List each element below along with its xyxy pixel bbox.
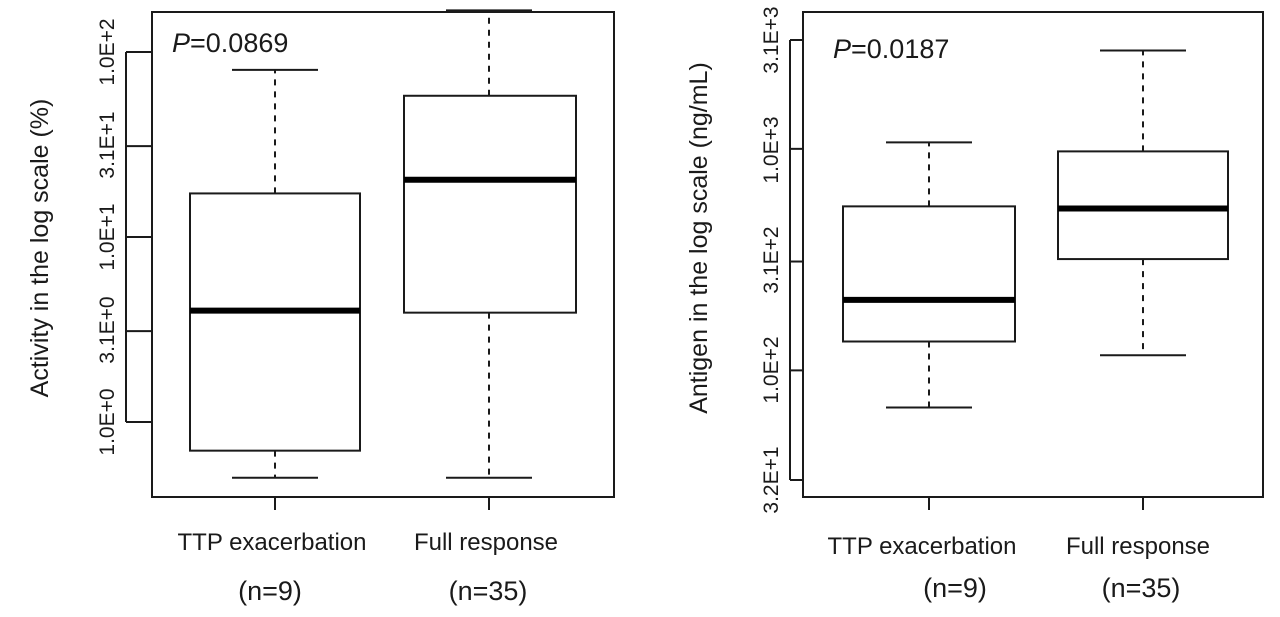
box-full-response [1057, 49, 1229, 357]
iqr-box [1057, 150, 1229, 261]
iqr-box [842, 205, 1016, 343]
p-value-annotation: P=0.0187 [833, 34, 949, 64]
plot-frame [802, 11, 1264, 498]
y-tick-label: 3.1E+0 [96, 296, 119, 363]
sample-size-label: (n=35) [449, 576, 528, 606]
y-tick-label: 1.0E+2 [760, 336, 783, 403]
p-letter: P [833, 34, 851, 64]
iqr-box [403, 94, 577, 314]
y-tick-label: 3.1E+2 [760, 226, 783, 293]
box-full-response [403, 9, 577, 479]
y-tick-label: 3.2E+1 [760, 446, 783, 513]
sample-size-label: (n=9) [238, 576, 302, 606]
box-ttp-exacerbation [842, 141, 1016, 409]
p-value: =0.0187 [851, 34, 949, 64]
x-category-label: TTP exacerbation [178, 529, 367, 556]
x-category-label: Full response [414, 529, 558, 556]
y-axis-label: Activity in the log scale (%) [26, 99, 54, 398]
y-tick-label: 1.0E+2 [96, 18, 119, 85]
activity-boxplot-panel: 1.0E+0 3.1E+0 1.0E+1 3.1E+1 1.0E+2 Activ… [26, 9, 615, 606]
p-value-annotation: P=0.0869 [172, 28, 288, 58]
x-category-label: TTP exacerbation [828, 533, 1017, 560]
antigen-boxplot-panel: 3.2E+1 1.0E+2 3.1E+2 1.0E+3 3.1E+3 Antig… [685, 6, 1264, 603]
sample-size-label: (n=35) [1102, 573, 1181, 603]
x-category-label: Full response [1066, 533, 1210, 560]
y-axis-label: Antigen in the log scale (ng/mL) [685, 62, 713, 414]
p-value: =0.0869 [190, 28, 288, 58]
y-tick-label: 3.1E+3 [760, 6, 783, 73]
p-letter: P [172, 28, 190, 58]
iqr-box [189, 192, 361, 452]
box-ttp-exacerbation [189, 68, 361, 479]
y-tick-label: 3.1E+1 [96, 111, 119, 178]
plot-frame [151, 11, 615, 498]
y-tick-label: 1.0E+0 [96, 388, 119, 455]
y-tick-label: 1.0E+3 [760, 116, 783, 183]
y-tick-label: 1.0E+1 [96, 203, 119, 270]
sample-size-label: (n=9) [923, 573, 987, 603]
